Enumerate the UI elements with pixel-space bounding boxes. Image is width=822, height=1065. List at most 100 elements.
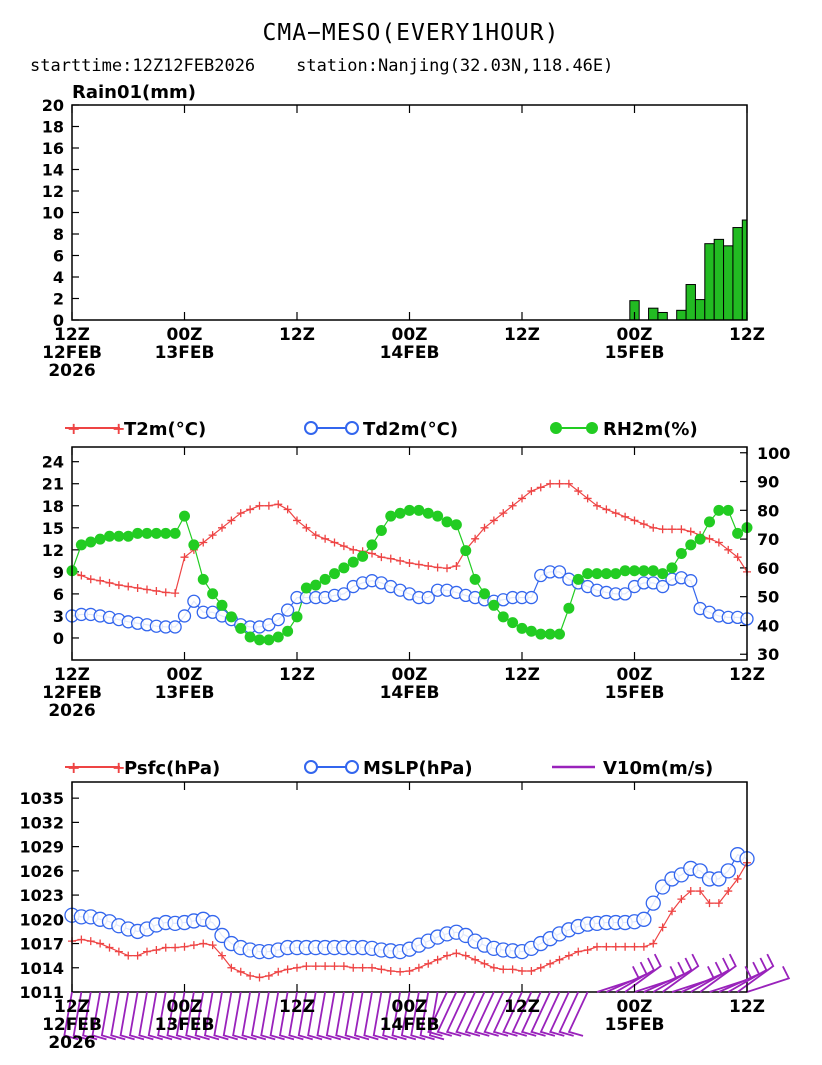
wind-barb — [549, 991, 570, 1037]
y-tick-label: 20 — [42, 96, 64, 115]
y-tick-label: 18 — [42, 118, 64, 137]
t2m-point — [171, 589, 180, 598]
wind-barb — [316, 991, 332, 1041]
wind-barb — [652, 957, 693, 993]
rh2m-point — [732, 527, 744, 539]
page-title: CMA−MESO(EVERY1HOUR) — [262, 20, 560, 46]
wind-barb — [746, 966, 791, 993]
t2m-point — [452, 561, 461, 570]
y-tick-label: 1017 — [19, 935, 64, 954]
wind-barb — [297, 991, 313, 1041]
t2m-point — [668, 525, 676, 534]
svg-text:+: + — [67, 419, 80, 438]
wind-barb — [727, 957, 768, 993]
rh2m-point — [488, 599, 500, 611]
psfc-point — [452, 949, 461, 958]
rh2m-point — [675, 548, 687, 559]
psfc-point — [583, 946, 592, 954]
x-tick-label: 12Z — [279, 997, 315, 1017]
x-tick-label: 15FEB — [605, 343, 665, 363]
pres-legend: + + Psfc(hPa) MSLP(hPa) V10m(m/s) — [65, 758, 713, 779]
x-tick-label: 12Z — [54, 665, 90, 685]
t2m-point — [649, 523, 658, 532]
td2m-point — [421, 590, 435, 605]
legend-psfc-label: Psfc(hPa) — [124, 758, 220, 779]
x-tick-label: 00Z — [617, 665, 653, 685]
wind-barb — [445, 991, 467, 1037]
rh2m-point — [272, 631, 284, 643]
x-tick-label: 15FEB — [605, 1015, 665, 1035]
wind-barb — [175, 991, 192, 1041]
wind-barb — [410, 991, 426, 1041]
t2m-point — [86, 575, 95, 584]
wind-barb — [699, 953, 737, 993]
x-tick-label: 00Z — [167, 325, 203, 345]
wind-barb — [185, 991, 201, 1041]
wind-barb — [288, 991, 304, 1041]
wind-barb — [344, 991, 360, 1041]
t2m-point — [246, 505, 255, 514]
rh2m-point — [141, 527, 153, 539]
psfc-point — [405, 967, 414, 975]
rh2m-point — [188, 539, 200, 551]
wind-barb — [492, 991, 514, 1037]
rh2m-point — [347, 556, 359, 568]
y-tick-label: 4 — [53, 268, 64, 287]
psfc-point — [349, 963, 358, 972]
x-tick-label: 12Z — [54, 325, 90, 345]
rh2m-point — [544, 628, 556, 640]
rh2m-point — [713, 504, 725, 516]
psfc-point — [649, 939, 658, 948]
psfc-point — [321, 962, 330, 971]
psfc-point — [218, 951, 226, 960]
x-tick-label: 12FEB — [42, 683, 102, 703]
legend-rh2m-label: RH2m(%) — [603, 419, 698, 440]
t2m-point — [339, 542, 348, 551]
rh2m-point — [432, 510, 444, 522]
y2-tick-label: 30 — [757, 645, 779, 664]
psfc-point — [246, 971, 255, 980]
x-tick-label: 12Z — [729, 325, 765, 345]
x-tick-label: 00Z — [617, 997, 653, 1017]
rh2m-point — [722, 504, 734, 516]
psfc-point — [621, 942, 630, 951]
psfc-point — [264, 971, 273, 980]
rain-frame — [71, 104, 748, 321]
psfc-point — [630, 942, 639, 951]
psfc-point — [377, 965, 386, 974]
rh2m-point — [554, 628, 565, 640]
t2m-point — [433, 563, 442, 572]
t2m-point — [255, 501, 264, 510]
rh2m-point — [329, 568, 340, 580]
psfc-point — [414, 963, 423, 972]
wind-barb — [157, 991, 173, 1041]
wind-barb — [91, 991, 107, 1041]
rain-bar — [694, 299, 706, 321]
rh2m-point — [169, 527, 181, 539]
t2m-point — [105, 578, 114, 587]
wind-barb — [428, 991, 445, 1041]
wind-barb — [391, 991, 407, 1041]
rh2m-point — [441, 516, 453, 528]
psfc-point — [471, 955, 480, 964]
y2-tick-label: 90 — [757, 473, 779, 492]
td2m-point — [552, 565, 567, 579]
rh2m-point — [525, 625, 537, 637]
y-tick-label: 2 — [53, 290, 64, 309]
t2m-point — [152, 586, 161, 595]
t2m-point — [368, 549, 376, 558]
t2m-point — [724, 545, 733, 554]
rh2m-point — [610, 568, 622, 580]
psfc-point — [339, 962, 348, 971]
rh2m-point — [460, 545, 472, 557]
psfc-point — [480, 959, 489, 968]
t2m-point — [546, 479, 555, 488]
y-tick-label: 3 — [53, 607, 64, 626]
wind-barb — [520, 991, 542, 1037]
wind-barb — [567, 991, 589, 1037]
y-tick-label: 1023 — [19, 886, 64, 905]
psfc-point — [171, 943, 180, 952]
td2m-point — [187, 594, 201, 608]
rain-ticks: 0 2 4 6 8 10 12 14 16 18 20 — [42, 96, 79, 330]
